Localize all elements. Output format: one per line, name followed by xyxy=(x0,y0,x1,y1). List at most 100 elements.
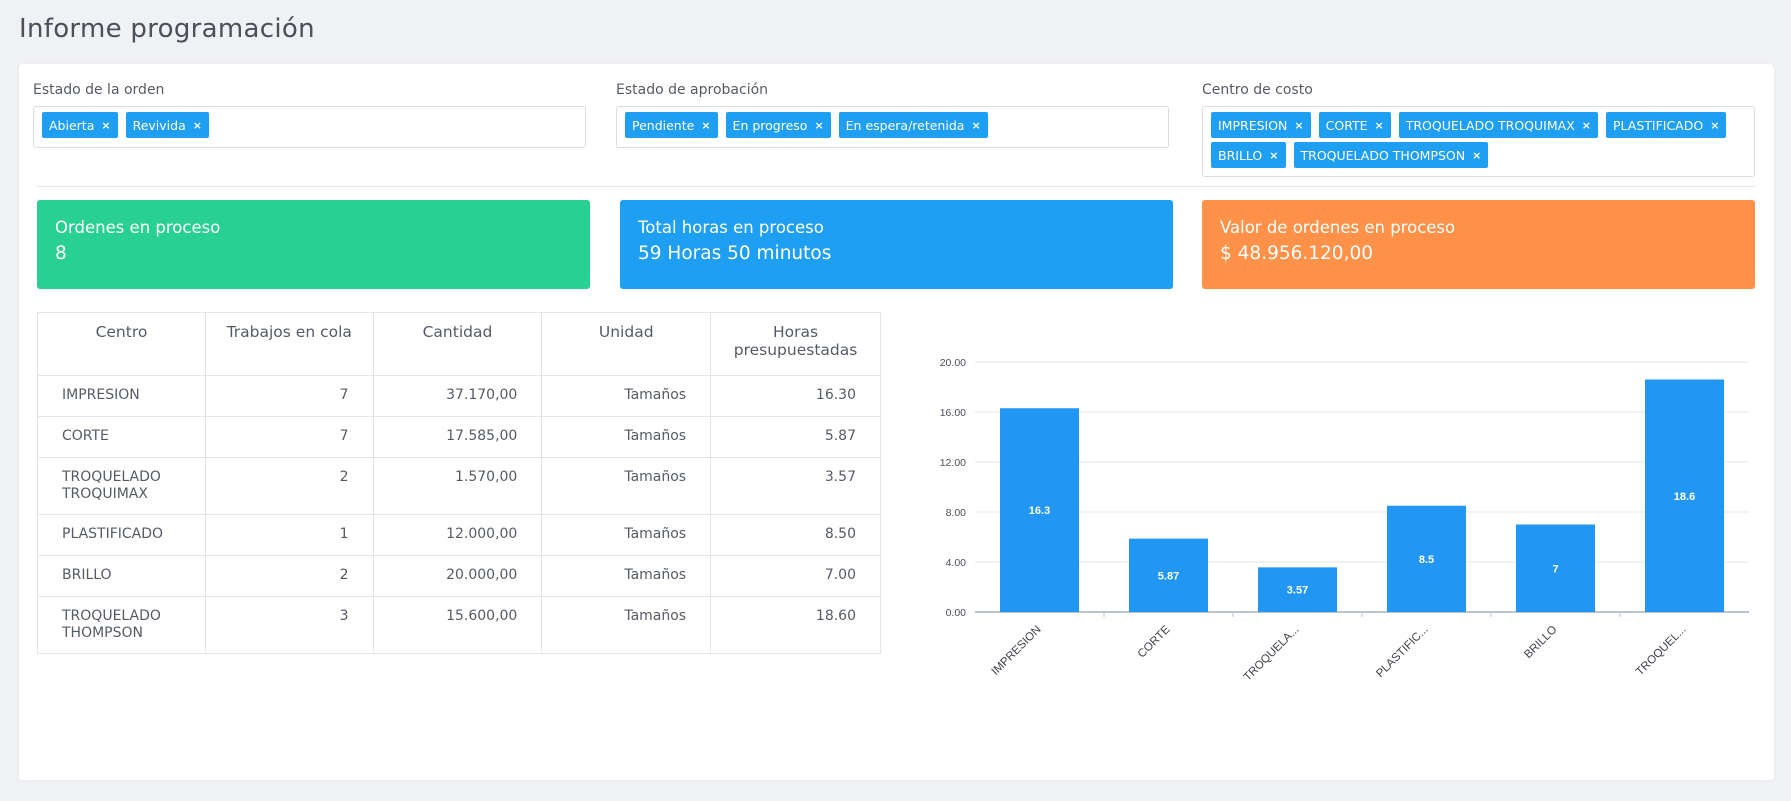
filter-tag: TROQUELADO TROQUIMAX × xyxy=(1398,112,1598,138)
x-tick-label: IMPRESION xyxy=(989,624,1043,678)
cost-center-select[interactable]: IMPRESION × CORTE × TROQUELADO TROQUIMAX × PLA… xyxy=(1202,106,1755,177)
cell-cantidad: 20.000,00 xyxy=(372,555,543,597)
cell-centro: TROQUELADO THOMPSON xyxy=(37,596,206,654)
stat-value: 8 xyxy=(55,243,67,264)
y-tick-label: 4.00 xyxy=(946,557,967,569)
bar-value-label: 7 xyxy=(1552,563,1558,575)
cell-unidad: Tamaños xyxy=(541,514,712,556)
stat-orders-value: Valor de ordenes en proceso $ 48.956.120… xyxy=(1202,200,1755,289)
cell-trabajos: 7 xyxy=(204,416,374,458)
cell-cantidad: 37.170,00 xyxy=(372,375,543,417)
filter-tag: IMPRESION × xyxy=(1211,112,1311,138)
centers-table: Centro Trabajos en cola Cantidad Unidad … xyxy=(37,312,881,654)
report-card: Estado de la orden Abierta × Revivida × Est… xyxy=(19,64,1774,780)
cell-centro: CORTE xyxy=(37,416,206,458)
column-header-horas: Horas presupuestadas xyxy=(710,312,881,376)
remove-tag-icon[interactable]: × xyxy=(971,118,981,132)
y-tick-label: 12.00 xyxy=(940,457,966,469)
bar-value-label: 18.6 xyxy=(1674,491,1695,503)
cell-trabajos: 7 xyxy=(204,375,374,417)
filter-tag: CORTE × xyxy=(1318,112,1391,138)
cell-horas: 16.30 xyxy=(710,375,881,417)
filter-tag: En espera/retenida × xyxy=(838,112,988,138)
bar xyxy=(1000,408,1079,612)
approval-status-select[interactable]: Pendiente × En progreso × En espera/retenida… xyxy=(616,106,1169,148)
remove-tag-icon[interactable]: × xyxy=(1269,148,1279,162)
x-tick-label: PLASTIFIC... xyxy=(1374,624,1430,680)
filter-tag-label: Pendiente xyxy=(632,117,695,133)
cell-horas: 8.50 xyxy=(710,514,881,556)
remove-tag-icon[interactable]: × xyxy=(1374,118,1384,132)
cell-unidad: Tamaños xyxy=(541,555,712,597)
filter-tag-label: BRILLO xyxy=(1218,147,1263,163)
bar xyxy=(1258,567,1337,612)
remove-tag-icon[interactable]: × xyxy=(1294,118,1304,132)
x-tick-label: TROQUELA... xyxy=(1242,624,1302,684)
filter-tag-label: Abierta xyxy=(49,117,95,133)
table-header-row: Centro Trabajos en cola Cantidad Unidad … xyxy=(37,312,881,376)
stat-label: Total horas en proceso xyxy=(638,218,824,237)
remove-tag-icon[interactable]: × xyxy=(1472,148,1482,162)
filter-tag: BRILLO × xyxy=(1211,142,1286,168)
filter-order-status: Estado de la orden Abierta × Revivida × xyxy=(33,82,586,148)
bar xyxy=(1516,524,1595,612)
stat-orders-in-process: Ordenes en proceso 8 xyxy=(37,200,590,289)
cell-centro: BRILLO xyxy=(37,555,206,597)
filter-label: Estado de la orden xyxy=(33,82,165,98)
stat-label: Valor de ordenes en proceso xyxy=(1220,218,1456,237)
y-tick-label: 0.00 xyxy=(946,607,967,619)
remove-tag-icon[interactable]: × xyxy=(1581,118,1591,132)
remove-tag-icon[interactable]: × xyxy=(814,118,824,132)
cell-unidad: Tamaños xyxy=(541,596,712,654)
cell-trabajos: 1 xyxy=(204,514,374,556)
filter-tag-label: Revivida xyxy=(132,117,186,133)
bar xyxy=(1645,379,1724,612)
remove-tag-icon[interactable]: × xyxy=(101,118,111,132)
bar-value-label: 5.87 xyxy=(1158,570,1179,582)
bar-value-label: 8.5 xyxy=(1419,554,1434,566)
x-tick-label: BRILLO xyxy=(1522,624,1559,661)
filter-tag: Abierta × xyxy=(42,112,118,138)
column-header-unidad: Unidad xyxy=(541,312,712,376)
order-status-select[interactable]: Abierta × Revivida × xyxy=(33,106,586,148)
cell-trabajos: 3 xyxy=(204,596,374,654)
column-header-cantidad: Cantidad xyxy=(372,312,543,376)
cell-unidad: Tamaños xyxy=(541,457,712,515)
filter-tag-label: TROQUELADO TROQUIMAX xyxy=(1405,117,1575,133)
remove-tag-icon[interactable]: × xyxy=(1710,118,1720,132)
filter-tag: Revivida × xyxy=(125,112,209,138)
cell-horas: 7.00 xyxy=(710,555,881,597)
filter-tag: PLASTIFICADO × xyxy=(1605,112,1727,138)
filter-cost-center: Centro de costo IMPRESION × CORTE × TROQUELA… xyxy=(1202,82,1755,177)
cell-unidad: Tamaños xyxy=(541,416,712,458)
stat-total-hours: Total horas en proceso 59 Horas 50 minut… xyxy=(620,200,1173,289)
cell-centro: PLASTIFICADO xyxy=(37,514,206,556)
x-tick-label: CORTE xyxy=(1136,623,1173,660)
stat-value: 59 Horas 50 minutos xyxy=(638,243,832,264)
filter-tag-label: En progreso xyxy=(732,117,808,133)
filter-tag-label: IMPRESION xyxy=(1218,117,1288,133)
cell-trabajos: 2 xyxy=(204,457,374,515)
table-row: BRILLO 2 20.000,00 Tamaños 7.00 xyxy=(37,555,881,597)
cell-cantidad: 17.585,00 xyxy=(372,416,543,458)
remove-tag-icon[interactable]: × xyxy=(192,118,202,132)
filter-tag-label: CORTE xyxy=(1325,117,1368,133)
table-row: TROQUELADO TROQUIMAX 2 1.570,00 Tamaños … xyxy=(37,457,881,515)
cell-centro: IMPRESION xyxy=(37,375,206,417)
filter-tag: En progreso × xyxy=(725,112,831,138)
cell-cantidad: 12.000,00 xyxy=(372,514,543,556)
table-row: CORTE 7 17.585,00 Tamaños 5.87 xyxy=(37,416,881,458)
cell-cantidad: 1.570,00 xyxy=(372,457,543,515)
table-row: PLASTIFICADO 1 12.000,00 Tamaños 8.50 xyxy=(37,514,881,556)
x-tick-label: TROQUEL... xyxy=(1634,624,1689,679)
stat-label: Ordenes en proceso xyxy=(55,218,221,237)
remove-tag-icon[interactable]: × xyxy=(701,118,711,132)
filter-tag: TROQUELADO THOMPSON × xyxy=(1293,142,1489,168)
filter-approval-status: Estado de aprobación Pendiente × En progre… xyxy=(616,82,1169,148)
filter-label: Estado de aprobación xyxy=(616,82,769,98)
filter-tag-label: TROQUELADO THOMPSON xyxy=(1300,147,1466,163)
table-row: TROQUELADO THOMPSON 3 15.600,00 Tamaños … xyxy=(37,596,881,654)
filter-label: Centro de costo xyxy=(1202,82,1313,98)
table-row: IMPRESION 7 37.170,00 Tamaños 16.30 xyxy=(37,375,881,417)
bar-value-label: 3.57 xyxy=(1287,585,1308,597)
